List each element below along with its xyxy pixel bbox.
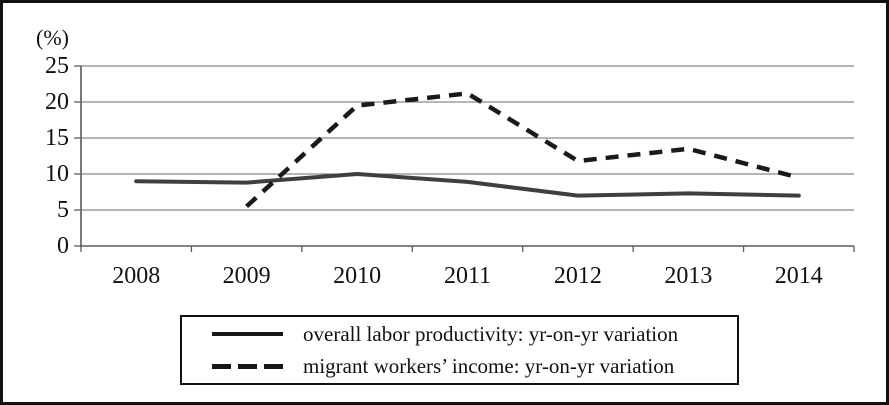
x-tick-label: 2010 bbox=[333, 263, 382, 289]
y-tick-label: 15 bbox=[45, 125, 69, 151]
dashed-line-swatch bbox=[212, 363, 283, 369]
legend-label-productivity: overall labor productivity: yr-on-yr var… bbox=[303, 321, 679, 346]
dash-segment bbox=[264, 363, 283, 369]
line-chart-canvas bbox=[74, 65, 855, 252]
y-axis-unit-label: (%) bbox=[36, 25, 69, 50]
dash-segment bbox=[212, 363, 231, 369]
y-tick-label: 10 bbox=[45, 161, 69, 187]
x-tick-label: 2008 bbox=[112, 263, 161, 289]
y-tick-label: 25 bbox=[45, 53, 69, 79]
solid-line-sample bbox=[212, 332, 283, 336]
x-tick-label: 2014 bbox=[774, 263, 823, 289]
solid-line-swatch bbox=[212, 332, 283, 336]
legend-label-income: migrant workers’ income: yr-on-yr variat… bbox=[303, 353, 675, 378]
y-tick-label: 0 bbox=[57, 233, 69, 259]
x-tick-label: 2013 bbox=[664, 263, 713, 289]
legend-row-income: migrant workers’ income: yr-on-yr variat… bbox=[212, 352, 737, 380]
x-tick-label: 2009 bbox=[222, 263, 271, 289]
dash-segment bbox=[238, 363, 257, 369]
legend-row-productivity: overall labor productivity: yr-on-yr var… bbox=[212, 320, 737, 348]
x-tick-label: 2012 bbox=[553, 263, 602, 289]
series-line-productivity bbox=[134, 172, 801, 198]
legend-box: overall labor productivity: yr-on-yr var… bbox=[180, 315, 739, 385]
y-tick-label: 20 bbox=[45, 89, 69, 115]
x-tick-label: 2011 bbox=[443, 263, 492, 289]
y-tick-label: 5 bbox=[57, 197, 69, 223]
